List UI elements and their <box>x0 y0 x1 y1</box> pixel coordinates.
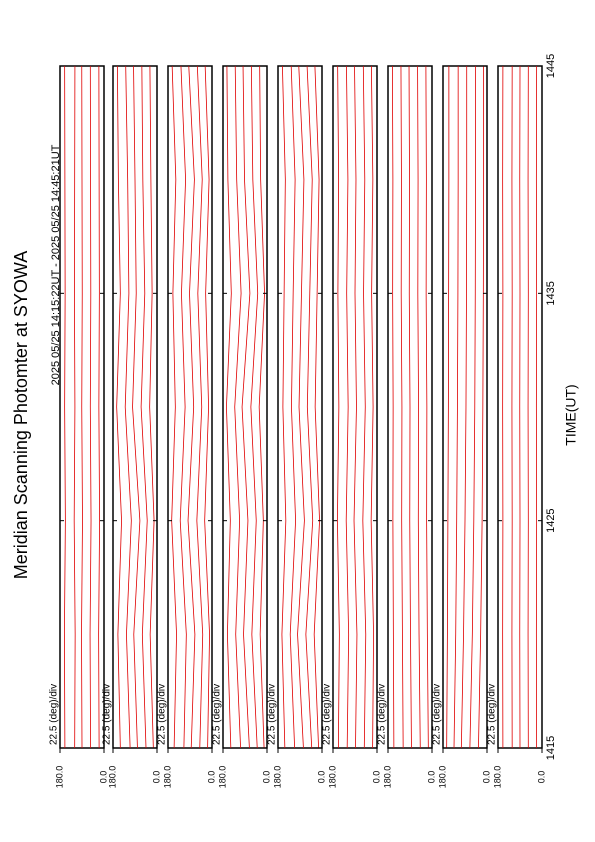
trace <box>313 65 320 749</box>
y-tick-label: 180.0 <box>107 766 117 789</box>
trace <box>460 66 468 749</box>
trace <box>425 65 429 749</box>
trace <box>116 65 122 749</box>
trace <box>453 66 459 749</box>
y-tick-label: 0.0 <box>536 771 546 784</box>
panel-frame <box>222 65 268 749</box>
chart-title: Meridian Scanning Photomter at SYOWA <box>11 251 31 579</box>
panel-frame <box>387 65 433 749</box>
trace <box>281 65 287 749</box>
chart-subtitle: 2025 05/25 14:15:22UT - 2025 05/25 14:45… <box>50 144 62 385</box>
trace <box>63 65 66 749</box>
scale-annotation: 22.5 (deg)/div <box>432 684 443 745</box>
scale-annotation: 22.5 (deg)/div <box>322 684 333 745</box>
y-tick-label: 180.0 <box>437 766 447 789</box>
y-tick-label: 0.0 <box>261 771 271 784</box>
trace <box>370 65 374 749</box>
scale-annotation: 22.5 (deg)/div <box>102 684 113 745</box>
panel-frame <box>332 65 378 749</box>
scale-annotation: 22.5 (deg)/div <box>487 684 498 745</box>
y-tick-label: 180.0 <box>382 766 392 789</box>
panel-frame <box>277 65 323 749</box>
trace <box>446 66 450 749</box>
x-tick-label: 1445 <box>545 54 557 78</box>
trace <box>400 65 404 749</box>
trace <box>140 65 148 749</box>
scale-annotation: 22.5 (deg)/div <box>157 684 168 745</box>
trace <box>171 65 177 749</box>
y-tick-label: 180.0 <box>327 766 337 789</box>
panel-frame <box>112 65 158 749</box>
trace <box>478 66 484 749</box>
trace <box>98 65 101 749</box>
trace <box>241 65 251 749</box>
x-axis-title: TIME(UT) <box>563 384 579 445</box>
x-tick-label: 1415 <box>545 736 557 760</box>
y-tick-label: 0.0 <box>316 771 326 784</box>
x-tick-label: 1435 <box>545 281 557 305</box>
trace <box>132 65 141 749</box>
trace <box>408 65 412 749</box>
scale-annotation: 22.5 (deg)/div <box>212 684 223 745</box>
trace <box>81 65 83 749</box>
scale-annotation: 22.5 (deg)/div <box>267 684 278 745</box>
y-tick-label: 0.0 <box>426 771 436 784</box>
trace <box>204 65 210 749</box>
y-tick-label: 180.0 <box>492 766 502 789</box>
trace <box>234 65 242 749</box>
trace <box>345 65 350 749</box>
y-tick-label: 0.0 <box>371 771 381 784</box>
trace <box>149 65 155 749</box>
trace <box>417 65 421 749</box>
trace <box>226 65 232 749</box>
trace <box>89 65 92 749</box>
y-tick-label: 180.0 <box>162 766 172 789</box>
y-tick-label: 0.0 <box>206 771 216 784</box>
trace <box>305 65 314 749</box>
trace <box>336 65 340 749</box>
trace <box>73 65 76 749</box>
y-tick-label: 180.0 <box>217 766 227 789</box>
y-tick-label: 0.0 <box>481 771 491 784</box>
panel-frame <box>167 65 213 749</box>
trace <box>124 65 132 749</box>
scale-annotation: 22.5 (deg)/div <box>377 684 388 745</box>
trace <box>392 65 395 749</box>
y-tick-label: 180.0 <box>54 766 64 789</box>
trace <box>187 65 196 749</box>
trace <box>353 65 358 749</box>
y-tick-label: 180.0 <box>272 766 282 789</box>
trace <box>469 66 476 749</box>
trace <box>258 65 265 749</box>
x-tick-label: 1425 <box>545 508 557 532</box>
trace <box>289 65 297 749</box>
trace <box>297 65 305 749</box>
trace <box>250 65 259 749</box>
scale-annotation: 22.5 (deg)/div <box>49 684 60 745</box>
trace <box>179 65 187 749</box>
trace <box>196 65 204 749</box>
panel-frame <box>442 65 488 749</box>
y-tick-label: 0.0 <box>98 771 108 784</box>
y-tick-label: 0.0 <box>151 771 161 784</box>
trace <box>362 65 367 749</box>
